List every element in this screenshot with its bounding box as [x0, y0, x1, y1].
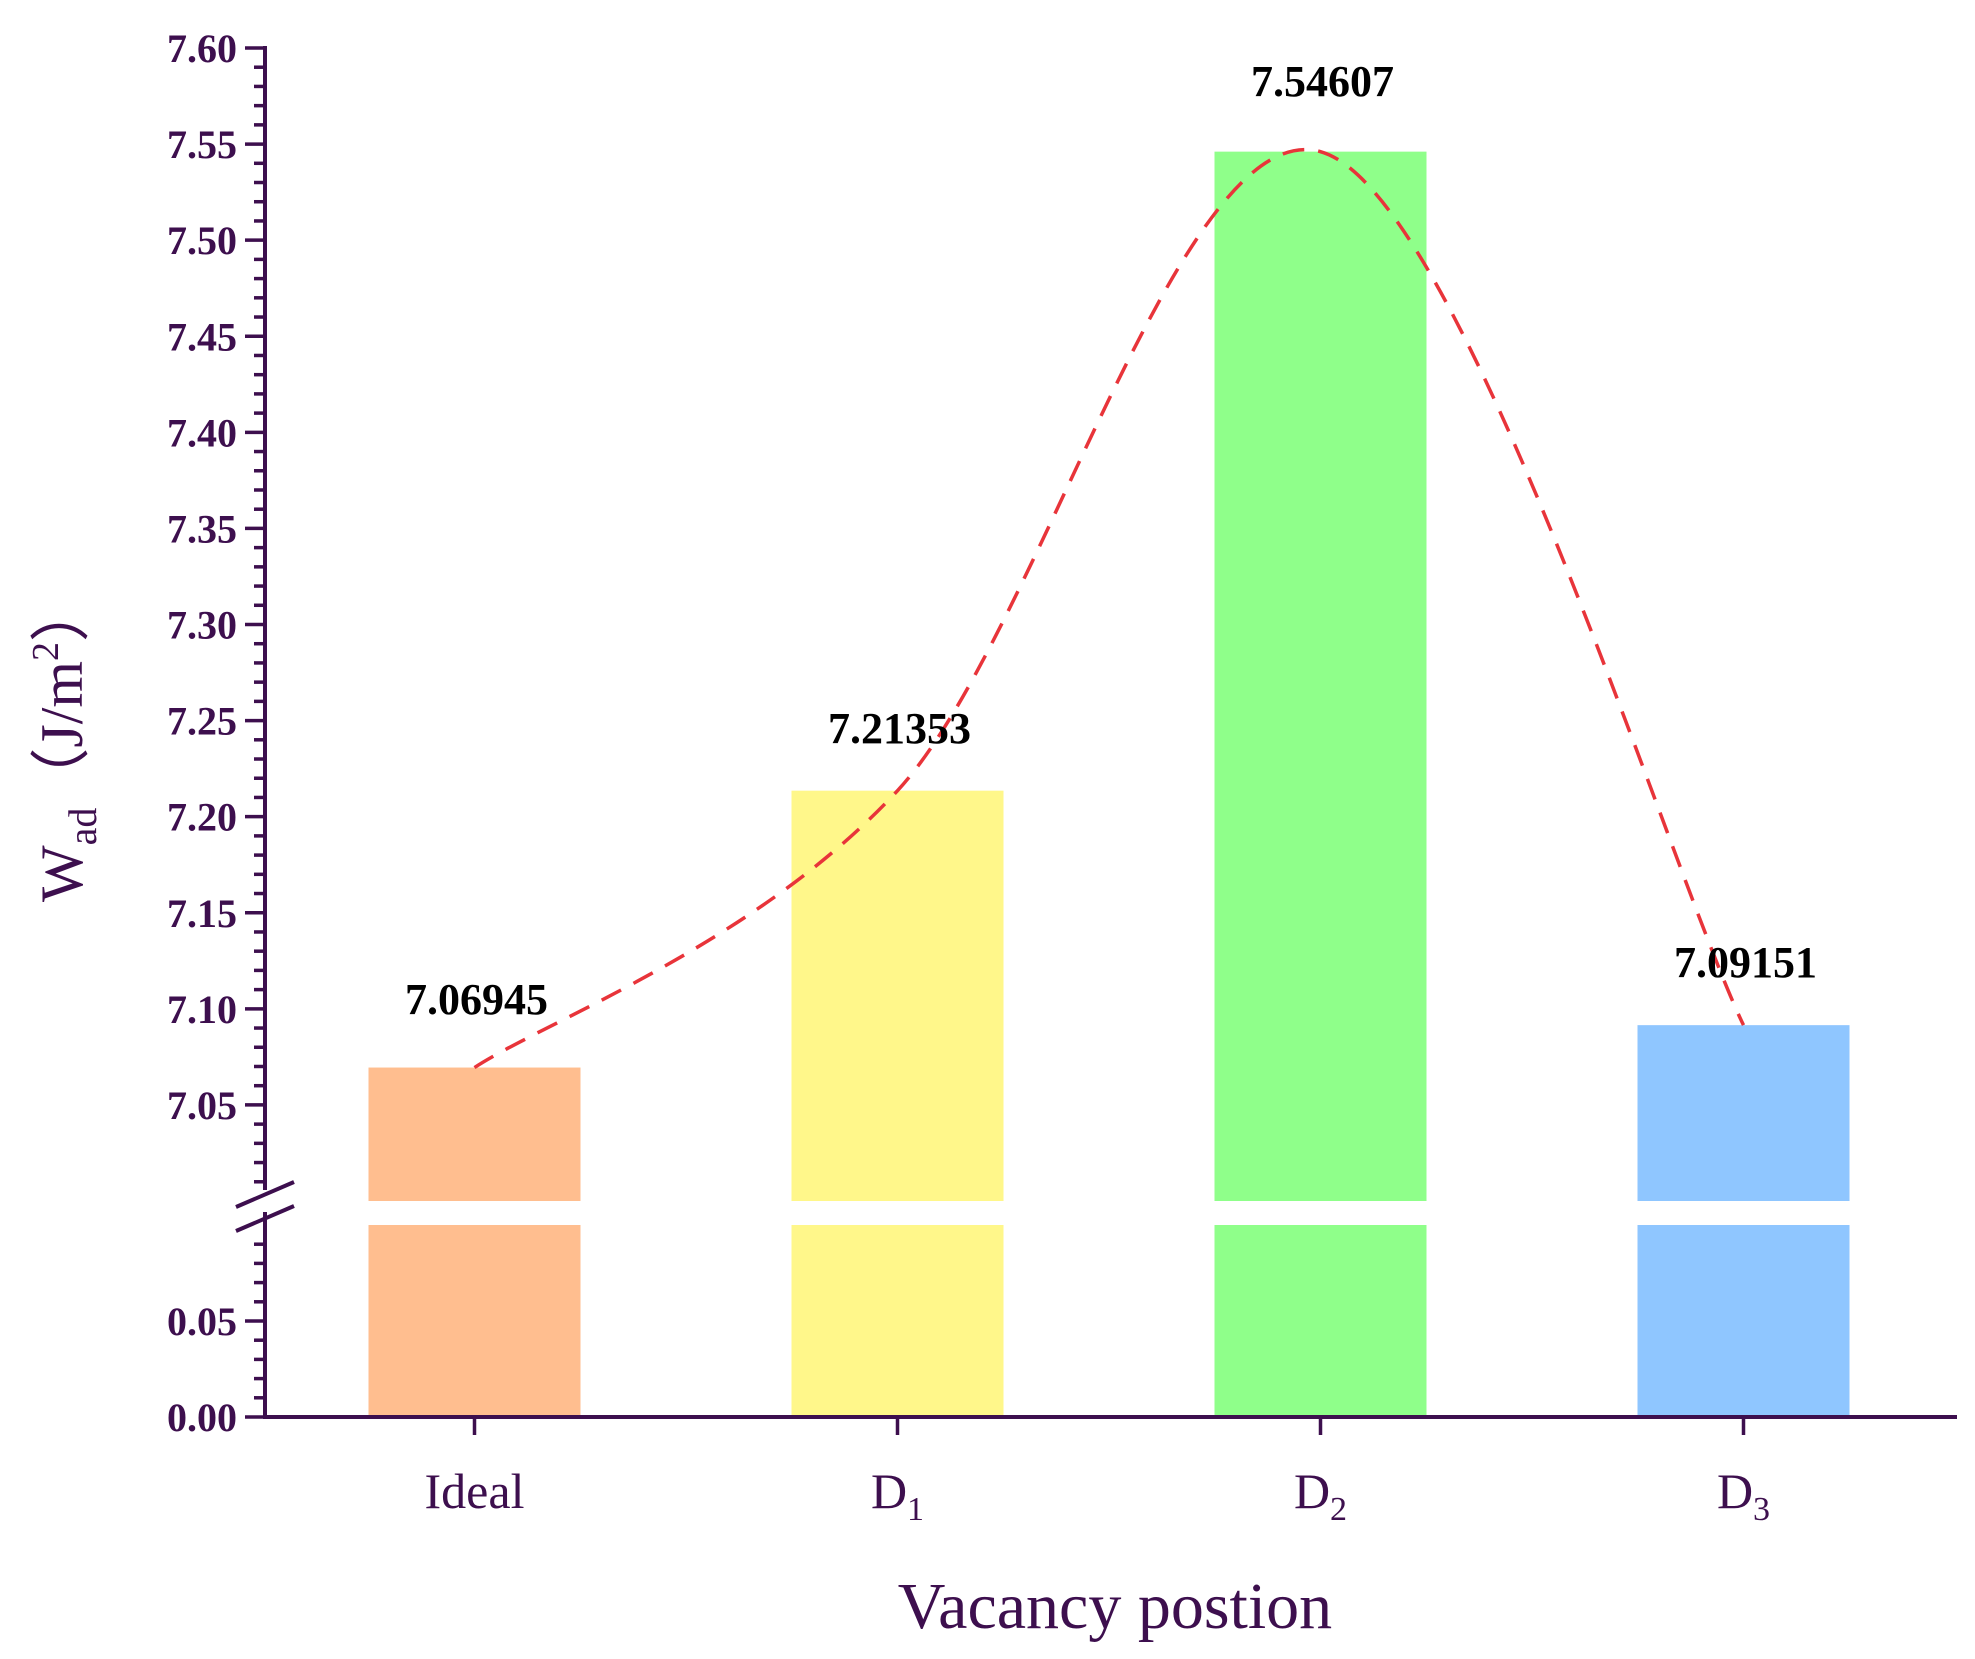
bar-2-upper	[791, 790, 1004, 1201]
y-tick-label: 7.05	[167, 1083, 237, 1128]
bar-3-upper	[1214, 151, 1427, 1201]
bar-1-upper	[368, 1067, 581, 1201]
y-tick-label: 7.45	[167, 314, 237, 359]
y-tick-label: 7.50	[167, 218, 237, 263]
bar-4-lower	[1637, 1225, 1850, 1417]
y-tick-label: 7.25	[167, 699, 237, 744]
y-tick-label: 7.15	[167, 891, 237, 936]
x-tick-label-2: D1	[871, 1463, 924, 1528]
axes-group	[235, 46, 1957, 1435]
y-tick-label: 0.05	[167, 1299, 237, 1344]
y-tick-label: 7.55	[167, 122, 237, 167]
data-label-3: 7.54607	[1251, 57, 1394, 106]
data-labels-group: 7.06945 7.21353 7.54607 7.09151	[405, 57, 1817, 1024]
y-tick-label: 7.60	[167, 26, 237, 71]
y-tick-label: 7.40	[167, 410, 237, 455]
axis-break-mark	[235, 1180, 295, 1209]
axis-break-mark	[235, 1204, 295, 1233]
data-label-1: 7.06945	[405, 975, 548, 1024]
y-tick-label: 7.10	[167, 987, 237, 1032]
x-tick-label-1: Ideal	[425, 1463, 525, 1519]
bar-2-lower	[791, 1225, 1004, 1417]
bar-4-upper	[1637, 1025, 1850, 1201]
y-tick-label: 7.30	[167, 603, 237, 648]
x-tick-label-4: D3	[1717, 1463, 1770, 1528]
trend-line	[473, 147, 1746, 1070]
y-tick-label: 7.35	[167, 506, 237, 551]
bar-1-lower	[368, 1225, 581, 1417]
x-tick-labels-group: Ideal D1 D2 D3	[425, 1463, 1771, 1528]
y-tick-label: 7.20	[167, 795, 237, 840]
bar-3-lower	[1214, 1225, 1427, 1417]
y-tick-label: 0.00	[167, 1395, 237, 1440]
trend-line-group	[473, 147, 1746, 1070]
data-label-4: 7.09151	[1674, 938, 1817, 987]
x-tick-label-3: D2	[1294, 1463, 1347, 1528]
y-tick-labels-group: 0.00 0.05 7.05 7.10 7.15 7.20 7.25 7.30 7.35 7.40…	[167, 26, 237, 1440]
y-axis-title: Wad（J/m2）	[25, 582, 105, 902]
bars-group	[368, 151, 1850, 1417]
x-axis-title: Vacancy postion	[898, 1570, 1332, 1643]
data-label-2: 7.21353	[828, 704, 971, 753]
